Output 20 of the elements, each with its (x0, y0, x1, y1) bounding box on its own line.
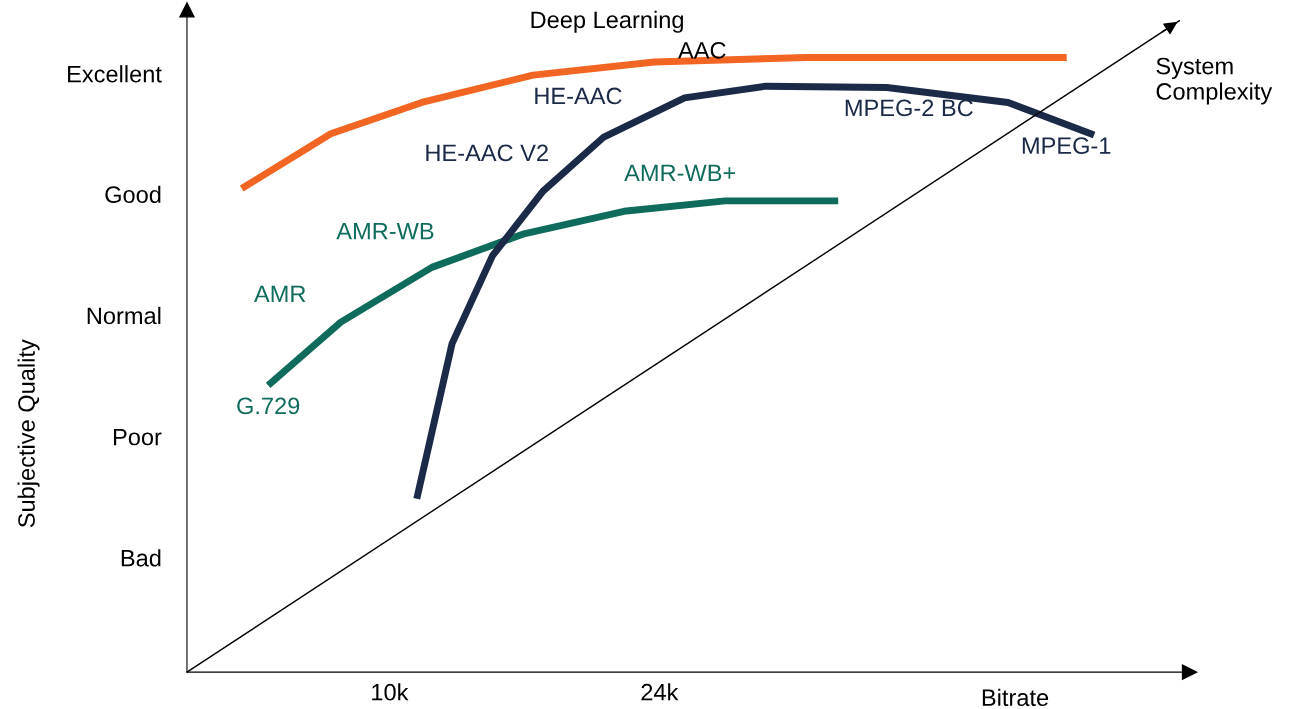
x-tick-label: 24k (641, 683, 679, 701)
annotation: MPEG-2 BC (845, 99, 973, 117)
annotation: AMR-WB (336, 222, 434, 240)
annotation: System Complexity (1156, 57, 1273, 105)
annotation: AMR (254, 285, 306, 303)
annotation: AMR-WB+ (624, 164, 736, 181)
annotation: HE-AAC (535, 87, 622, 105)
annotation: MPEG-1 (1022, 137, 1111, 154)
text: Poor (113, 428, 162, 446)
text: Excellent (68, 65, 162, 83)
annotation: HE-AAC V2 (426, 144, 548, 162)
text: Subjective Quality (17, 339, 40, 528)
annotation: Deep Learning (531, 10, 683, 33)
text: Good (105, 185, 161, 204)
text: Normal (87, 306, 161, 325)
annotation: G.729 (237, 397, 300, 415)
x-axis-title: Bitrate (982, 688, 1049, 707)
x-tick-label: 10k (372, 683, 409, 701)
text: Bad (121, 549, 161, 567)
annotation: AAC (678, 41, 726, 59)
